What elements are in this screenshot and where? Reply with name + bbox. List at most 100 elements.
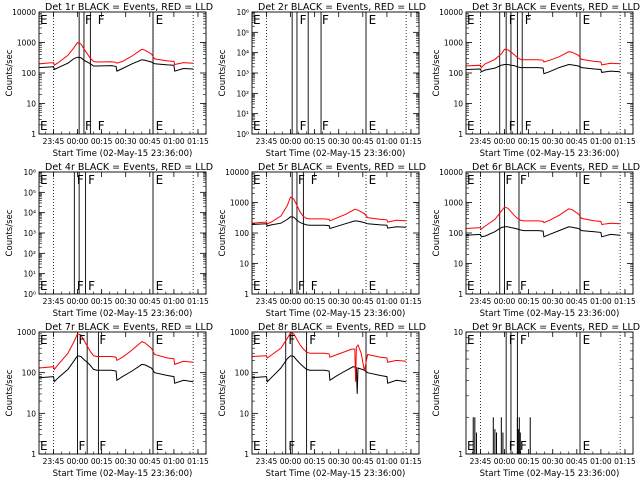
y-tick-label: 1000 xyxy=(230,328,249,337)
flag-label: F xyxy=(300,13,307,27)
x-tick-label: 00:45 xyxy=(566,297,588,306)
flag-label: F xyxy=(77,173,84,187)
x-axis-label: Start Time (02-May-15 23:36:00) xyxy=(266,469,406,479)
flag-label-bottom: E xyxy=(583,119,591,133)
flag-label-bottom: E xyxy=(156,279,164,293)
x-tick-label: 23:45 xyxy=(256,457,278,466)
series-lld-line xyxy=(251,196,407,225)
flag-label-bottom: E xyxy=(40,279,48,293)
plot-frame xyxy=(251,11,420,135)
x-tick-label: 00:45 xyxy=(566,457,588,466)
x-tick-label: 01:15 xyxy=(400,137,422,146)
x-tick-label: 01:00 xyxy=(163,137,185,146)
flag-label-bottom: F xyxy=(309,439,316,453)
flag-label: F xyxy=(288,333,295,347)
flag-label: F xyxy=(298,173,305,187)
flag-label-bottom: F xyxy=(520,439,527,453)
y-tick-label: 1000 xyxy=(230,199,249,208)
flag-label-bottom: F xyxy=(99,439,106,453)
plot-frame xyxy=(465,331,634,455)
x-tick-label: 01:00 xyxy=(163,297,185,306)
x-tick-label: 00:45 xyxy=(352,457,374,466)
x-tick-label: 00:00 xyxy=(494,457,516,466)
series-lld-line xyxy=(465,48,621,69)
y-tick-label: 100 xyxy=(22,69,37,78)
flag-label: E xyxy=(583,173,591,187)
flag-label: F xyxy=(525,13,532,27)
x-tick-label: 01:15 xyxy=(400,297,422,306)
flag-label-bottom: F xyxy=(88,279,95,293)
flag-label-bottom: F xyxy=(98,119,105,133)
flag-label: E xyxy=(253,173,261,187)
chart-panel-2: Det 2r BLACK = Events, RED = LLD Counts/s… xyxy=(218,2,426,159)
x-axis-label: Start Time (02-May-15 23:36:00) xyxy=(53,309,193,319)
y-tick-label: 10000 xyxy=(12,8,36,17)
x-tick-label: 00:30 xyxy=(115,457,137,466)
chart-panel-9: Det 9r BLACK = Events, RED = LLD Counts/s… xyxy=(432,322,640,479)
flag-label-bottom: F xyxy=(322,119,329,133)
x-tick-label: 00:00 xyxy=(280,137,302,146)
plot-frame xyxy=(38,11,207,135)
series-lld-line xyxy=(251,332,407,382)
chart-title: Det 3r BLACK = Events, RED = LLD xyxy=(472,2,640,13)
flag-label-bottom: F xyxy=(509,439,516,453)
flag-label-bottom: F xyxy=(311,279,318,293)
flag-label-bottom: E xyxy=(467,439,475,453)
x-tick-label: 00:00 xyxy=(494,137,516,146)
x-tick-label: 00:00 xyxy=(494,297,516,306)
x-tick-label: 00:30 xyxy=(542,297,564,306)
x-tick-label: 01:15 xyxy=(614,297,636,306)
flag-label: E xyxy=(467,333,475,347)
y-tick-label: 10² xyxy=(236,89,249,98)
x-tick-label: 01:00 xyxy=(376,137,398,146)
x-tick-label: 01:00 xyxy=(376,457,398,466)
y-tick-label: 1 xyxy=(244,290,249,299)
x-tick-label: 00:00 xyxy=(280,297,302,306)
x-tick-label: 00:00 xyxy=(67,457,89,466)
flag-label-bottom: F xyxy=(85,119,92,133)
y-tick-label: 1000 xyxy=(444,39,463,48)
flag-label-bottom: E xyxy=(253,119,261,133)
y-tick-label: 10¹ xyxy=(23,270,36,279)
x-tick-label: 23:45 xyxy=(256,137,278,146)
x-tick-label: 01:00 xyxy=(163,457,185,466)
x-tick-label: 01:00 xyxy=(590,297,612,306)
y-tick-label: 10 xyxy=(239,409,249,418)
chart-panel-3: Det 3r BLACK = Events, RED = LLD Counts/s… xyxy=(432,2,640,159)
y-tick-label: 1000 xyxy=(17,39,36,48)
chart-title: Det 7r BLACK = Events, RED = LLD xyxy=(45,322,213,333)
flag-label: F xyxy=(98,13,105,27)
y-tick-label: 10² xyxy=(23,249,36,258)
x-tick-label: 01:15 xyxy=(187,297,209,306)
x-axis-label: Start Time (02-May-15 23:36:00) xyxy=(53,469,193,479)
series-events-line xyxy=(465,63,621,75)
chart-panel-1: Det 1r BLACK = Events, RED = LLD Counts/s… xyxy=(5,2,213,159)
flag-label-bottom: E xyxy=(40,119,48,133)
y-tick-label: 100 xyxy=(235,229,250,238)
x-tick-label: 00:45 xyxy=(352,137,374,146)
x-tick-label: 01:00 xyxy=(590,457,612,466)
chart-title: Det 4r BLACK = Events, RED = LLD xyxy=(45,162,213,173)
plot-frame xyxy=(251,171,420,295)
flag-label: F xyxy=(506,173,513,187)
flag-label: F xyxy=(509,13,516,27)
flag-label: E xyxy=(467,173,475,187)
series-lld-line xyxy=(38,41,194,66)
y-tick-label: 10 xyxy=(453,328,463,337)
x-tick-label: 01:00 xyxy=(376,297,398,306)
x-tick-label: 00:30 xyxy=(328,457,350,466)
flag-label-bottom: F xyxy=(525,119,532,133)
flag-label-bottom: E xyxy=(40,439,48,453)
x-tick-label: 23:45 xyxy=(470,297,492,306)
y-tick-label: 10⁵ xyxy=(236,28,249,37)
flag-label-bottom: F xyxy=(288,439,295,453)
y-tick-label: 1000 xyxy=(17,328,36,337)
flag-label: E xyxy=(583,333,591,347)
x-tick-label: 00:15 xyxy=(91,457,113,466)
y-tick-label: 10⁰ xyxy=(236,130,249,139)
y-tick-label: 1 xyxy=(458,130,463,139)
flag-label-bottom: E xyxy=(156,119,164,133)
series-lld-line xyxy=(465,206,621,230)
flag-label: F xyxy=(520,333,527,347)
